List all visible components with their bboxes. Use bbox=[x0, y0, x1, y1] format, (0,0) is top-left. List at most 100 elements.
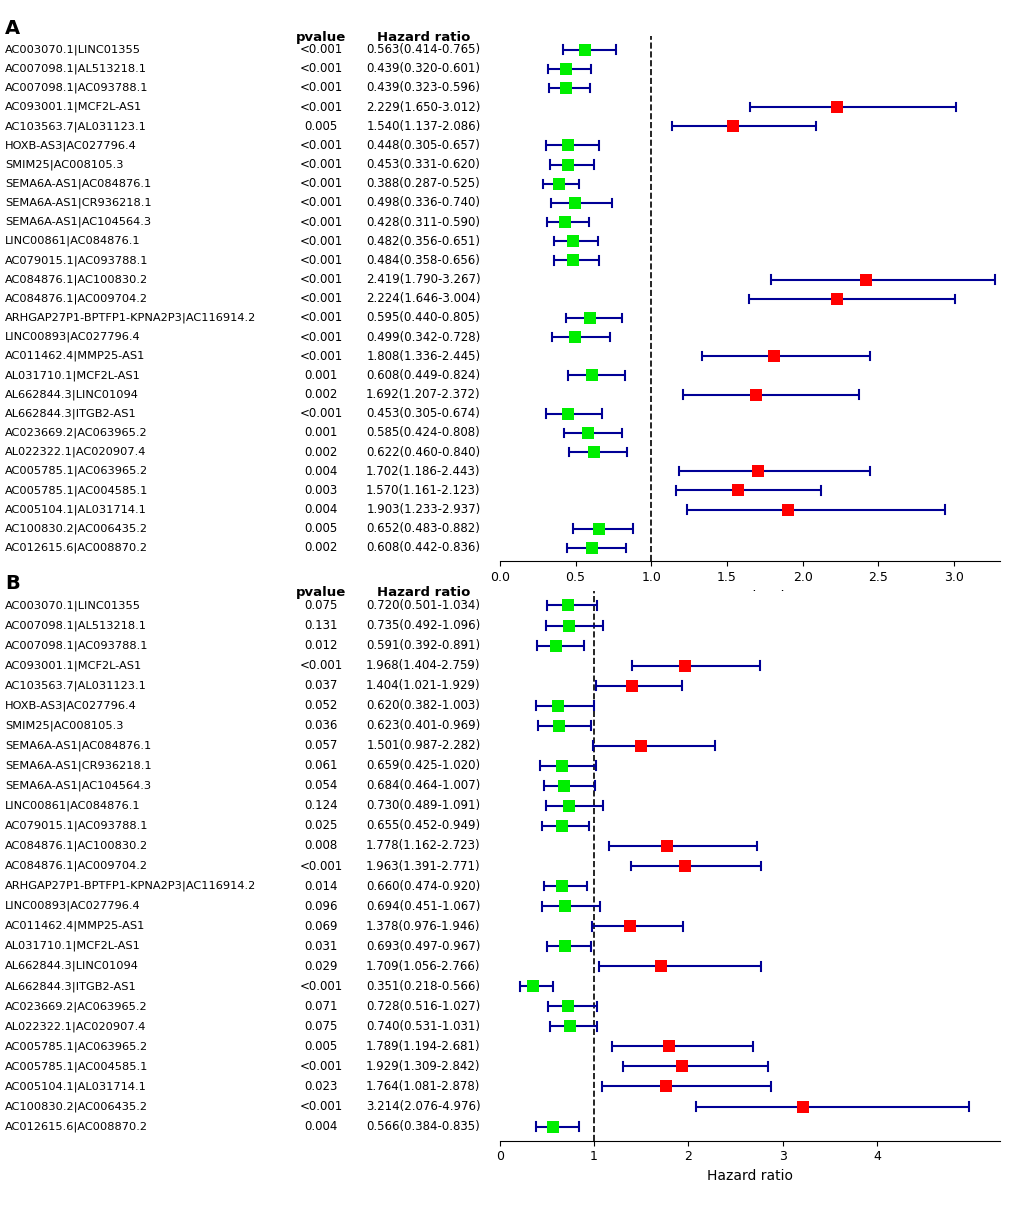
Text: 0.622(0.460-0.840): 0.622(0.460-0.840) bbox=[366, 445, 480, 459]
Text: 0.031: 0.031 bbox=[305, 940, 337, 952]
Text: <0.001: <0.001 bbox=[300, 292, 342, 305]
Text: 0.004: 0.004 bbox=[305, 465, 337, 478]
Text: AC005104.1|AL031714.1: AC005104.1|AL031714.1 bbox=[5, 1081, 147, 1092]
Text: 0.002: 0.002 bbox=[305, 445, 337, 459]
Text: 0.096: 0.096 bbox=[305, 899, 337, 912]
Text: 0.036: 0.036 bbox=[305, 719, 337, 733]
Text: 0.005: 0.005 bbox=[305, 523, 337, 535]
Text: AC023669.2|AC063965.2: AC023669.2|AC063965.2 bbox=[5, 1001, 148, 1011]
Text: 0.061: 0.061 bbox=[305, 759, 337, 772]
Text: 0.591(0.392-0.891): 0.591(0.392-0.891) bbox=[366, 639, 480, 652]
Text: 1.764(1.081-2.878): 1.764(1.081-2.878) bbox=[366, 1080, 480, 1094]
Text: 0.057: 0.057 bbox=[305, 739, 337, 752]
Text: <0.001: <0.001 bbox=[300, 331, 342, 344]
Text: AC005785.1|AC063965.2: AC005785.1|AC063965.2 bbox=[5, 466, 148, 477]
Text: <0.001: <0.001 bbox=[300, 216, 342, 228]
X-axis label: Hazard ratio: Hazard ratio bbox=[706, 589, 792, 604]
Text: 1.404(1.021-1.929): 1.404(1.021-1.929) bbox=[366, 680, 480, 692]
Text: SMIM25|AC008105.3: SMIM25|AC008105.3 bbox=[5, 159, 123, 170]
Text: AC012615.6|AC008870.2: AC012615.6|AC008870.2 bbox=[5, 1121, 148, 1132]
Text: 0.693(0.497-0.967): 0.693(0.497-0.967) bbox=[366, 940, 480, 952]
Text: 0.498(0.336-0.740): 0.498(0.336-0.740) bbox=[366, 197, 480, 210]
Text: <0.001: <0.001 bbox=[300, 1060, 342, 1073]
Text: SEMA6A-AS1|CR936218.1: SEMA6A-AS1|CR936218.1 bbox=[5, 198, 152, 208]
Text: Hazard ratio: Hazard ratio bbox=[376, 30, 470, 43]
Text: 0.735(0.492-1.096): 0.735(0.492-1.096) bbox=[366, 619, 480, 632]
Text: 0.004: 0.004 bbox=[305, 503, 337, 517]
Text: 0.005: 0.005 bbox=[305, 1040, 337, 1053]
Text: AC079015.1|AC093788.1: AC079015.1|AC093788.1 bbox=[5, 821, 149, 832]
Text: 0.623(0.401-0.969): 0.623(0.401-0.969) bbox=[366, 719, 480, 733]
Text: 0.563(0.414-0.765): 0.563(0.414-0.765) bbox=[366, 43, 480, 56]
Text: AC007098.1|AL513218.1: AC007098.1|AL513218.1 bbox=[5, 64, 147, 74]
Text: AL662844.3|LINC01094: AL662844.3|LINC01094 bbox=[5, 961, 139, 972]
Text: 1.709(1.056-2.766): 1.709(1.056-2.766) bbox=[366, 960, 480, 973]
Text: 3.214(2.076-4.976): 3.214(2.076-4.976) bbox=[366, 1100, 480, 1113]
Text: 0.728(0.516-1.027): 0.728(0.516-1.027) bbox=[366, 999, 480, 1013]
Text: AC084876.1|AC100830.2: AC084876.1|AC100830.2 bbox=[5, 274, 148, 285]
Text: LINC00893|AC027796.4: LINC00893|AC027796.4 bbox=[5, 332, 141, 343]
Text: AC084876.1|AC009704.2: AC084876.1|AC009704.2 bbox=[5, 861, 148, 871]
Text: 0.002: 0.002 bbox=[305, 387, 337, 401]
Text: SEMA6A-AS1|AC104564.3: SEMA6A-AS1|AC104564.3 bbox=[5, 781, 151, 791]
Text: 1.808(1.336-2.445): 1.808(1.336-2.445) bbox=[366, 350, 480, 363]
Text: <0.001: <0.001 bbox=[300, 659, 342, 672]
Text: 2.419(1.790-3.267): 2.419(1.790-3.267) bbox=[366, 273, 480, 286]
Text: <0.001: <0.001 bbox=[300, 100, 342, 113]
Text: Hazard ratio: Hazard ratio bbox=[376, 585, 470, 599]
Text: 1.692(1.207-2.372): 1.692(1.207-2.372) bbox=[366, 387, 480, 401]
Text: HOXB-AS3|AC027796.4: HOXB-AS3|AC027796.4 bbox=[5, 700, 137, 711]
Text: 0.388(0.287-0.525): 0.388(0.287-0.525) bbox=[366, 177, 480, 191]
Text: 1.778(1.162-2.723): 1.778(1.162-2.723) bbox=[366, 840, 480, 852]
Text: AC103563.7|AL031123.1: AC103563.7|AL031123.1 bbox=[5, 121, 147, 132]
Text: 0.720(0.501-1.034): 0.720(0.501-1.034) bbox=[366, 599, 480, 612]
Text: AL022322.1|AC020907.4: AL022322.1|AC020907.4 bbox=[5, 447, 147, 457]
Text: AC005785.1|AC004585.1: AC005785.1|AC004585.1 bbox=[5, 485, 149, 496]
Text: <0.001: <0.001 bbox=[300, 311, 342, 325]
Text: 0.023: 0.023 bbox=[305, 1080, 337, 1094]
Text: AC100830.2|AC006435.2: AC100830.2|AC006435.2 bbox=[5, 524, 148, 533]
Text: 0.008: 0.008 bbox=[305, 840, 337, 852]
Text: 0.439(0.323-0.596): 0.439(0.323-0.596) bbox=[366, 81, 480, 94]
Text: 0.069: 0.069 bbox=[305, 920, 337, 933]
Text: 0.439(0.320-0.601): 0.439(0.320-0.601) bbox=[366, 63, 480, 75]
Text: AC103563.7|AL031123.1: AC103563.7|AL031123.1 bbox=[5, 681, 147, 690]
Text: 0.001: 0.001 bbox=[305, 369, 337, 381]
Text: 1.929(1.309-2.842): 1.929(1.309-2.842) bbox=[366, 1060, 480, 1073]
Text: 0.124: 0.124 bbox=[305, 799, 337, 812]
Text: AC003070.1|LINC01355: AC003070.1|LINC01355 bbox=[5, 45, 141, 54]
Text: 1.378(0.976-1.946): 1.378(0.976-1.946) bbox=[366, 920, 480, 933]
Text: AC084876.1|AC009704.2: AC084876.1|AC009704.2 bbox=[5, 293, 148, 304]
Text: AC079015.1|AC093788.1: AC079015.1|AC093788.1 bbox=[5, 255, 149, 266]
Text: 1.789(1.194-2.681): 1.789(1.194-2.681) bbox=[366, 1040, 480, 1053]
Text: 0.453(0.331-0.620): 0.453(0.331-0.620) bbox=[366, 158, 480, 171]
Text: 1.968(1.404-2.759): 1.968(1.404-2.759) bbox=[366, 659, 480, 672]
Text: 0.448(0.305-0.657): 0.448(0.305-0.657) bbox=[366, 139, 480, 152]
Text: AC100830.2|AC006435.2: AC100830.2|AC006435.2 bbox=[5, 1101, 148, 1112]
Text: SEMA6A-AS1|AC084876.1: SEMA6A-AS1|AC084876.1 bbox=[5, 179, 151, 189]
Text: 1.903(1.233-2.937): 1.903(1.233-2.937) bbox=[366, 503, 480, 517]
Text: 0.131: 0.131 bbox=[305, 619, 337, 632]
Text: 0.730(0.489-1.091): 0.730(0.489-1.091) bbox=[366, 799, 480, 812]
Text: AL662844.3|LINC01094: AL662844.3|LINC01094 bbox=[5, 390, 139, 400]
Text: pvalue: pvalue bbox=[296, 585, 346, 599]
Text: 0.608(0.449-0.824): 0.608(0.449-0.824) bbox=[366, 369, 480, 381]
Text: 1.963(1.391-2.771): 1.963(1.391-2.771) bbox=[366, 859, 480, 873]
Text: AC007098.1|AC093788.1: AC007098.1|AC093788.1 bbox=[5, 640, 149, 651]
Text: AC012615.6|AC008870.2: AC012615.6|AC008870.2 bbox=[5, 543, 148, 553]
Text: 0.025: 0.025 bbox=[305, 820, 337, 833]
Text: LINC00861|AC084876.1: LINC00861|AC084876.1 bbox=[5, 800, 141, 811]
Text: <0.001: <0.001 bbox=[300, 177, 342, 191]
Text: AC093001.1|MCF2L-AS1: AC093001.1|MCF2L-AS1 bbox=[5, 660, 143, 671]
Text: 0.428(0.311-0.590): 0.428(0.311-0.590) bbox=[366, 216, 480, 228]
Text: 0.482(0.356-0.651): 0.482(0.356-0.651) bbox=[366, 234, 480, 247]
Text: AL662844.3|ITGB2-AS1: AL662844.3|ITGB2-AS1 bbox=[5, 981, 137, 991]
Text: B: B bbox=[5, 573, 19, 593]
Text: LINC00893|AC027796.4: LINC00893|AC027796.4 bbox=[5, 900, 141, 911]
Text: 0.585(0.424-0.808): 0.585(0.424-0.808) bbox=[366, 426, 480, 439]
Text: 2.224(1.646-3.004): 2.224(1.646-3.004) bbox=[366, 292, 480, 305]
Text: 0.351(0.218-0.566): 0.351(0.218-0.566) bbox=[366, 980, 480, 993]
Text: 0.052: 0.052 bbox=[305, 699, 337, 712]
Text: <0.001: <0.001 bbox=[300, 139, 342, 152]
Text: <0.001: <0.001 bbox=[300, 43, 342, 56]
